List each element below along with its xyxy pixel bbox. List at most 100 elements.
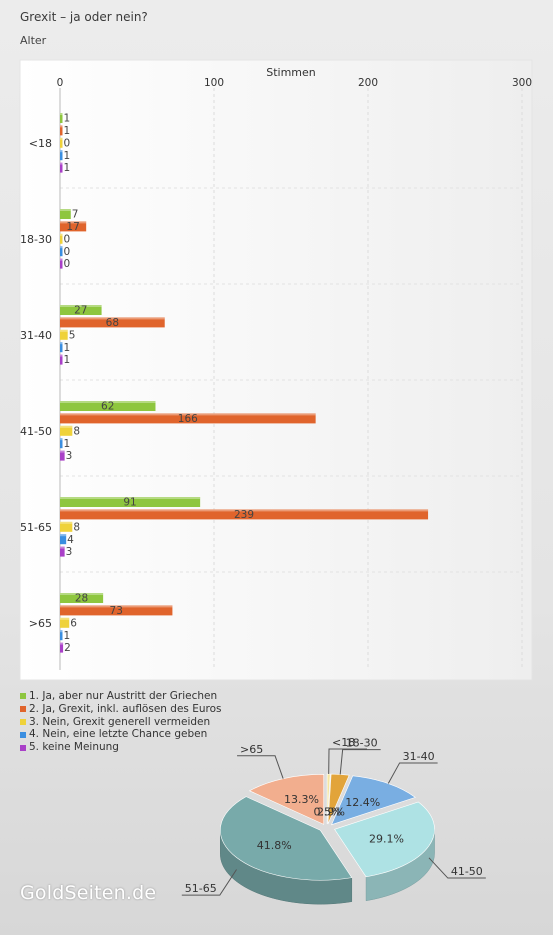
data-label: 91: [123, 497, 136, 509]
x-tick-label: 0: [57, 77, 64, 89]
data-label: 3: [66, 450, 73, 462]
bar-highlight: [60, 617, 70, 620]
pie-leader-line: [387, 762, 438, 784]
bar: [60, 534, 67, 545]
bar: [60, 425, 73, 436]
legend-label: 5. keine Meinung: [29, 741, 119, 754]
data-label: 239: [234, 509, 254, 521]
page-title: Grexit – ja oder nein?: [20, 10, 148, 24]
bar: [60, 162, 63, 173]
legend-item: 4. Nein, eine letzte Chance geben: [20, 728, 221, 741]
bar-highlight: [60, 221, 87, 224]
pie-leader-line: [428, 857, 486, 879]
bar: [60, 509, 429, 520]
bar-highlight: [60, 438, 63, 441]
data-label: 2: [64, 642, 71, 654]
data-label: 6: [70, 617, 77, 629]
bar-highlight: [60, 534, 67, 537]
x-tick-label: 100: [204, 77, 224, 89]
pie-leader-line: [181, 869, 237, 896]
bar-highlight: [60, 509, 429, 512]
legend-item: 5. keine Meinung: [20, 741, 221, 754]
bar-highlight: [60, 497, 201, 499]
bar-highlight: [60, 209, 71, 211]
data-label: 1: [64, 125, 71, 137]
bar-highlight: [60, 150, 63, 153]
bar-highlight: [60, 162, 63, 165]
data-label: 3: [66, 546, 73, 558]
bar: [60, 305, 102, 315]
data-label: 27: [74, 305, 87, 317]
data-label: 166: [178, 413, 198, 425]
pie-slice: [248, 774, 325, 825]
data-label: 1: [64, 162, 71, 174]
y-tick-label: 41-50: [20, 425, 52, 438]
bar: [60, 401, 156, 411]
bar-highlight: [60, 137, 63, 140]
pie-leader-line: [339, 749, 381, 775]
x-tick-label: 200: [358, 77, 378, 89]
x-axis-label: Stimmen: [266, 66, 316, 79]
legend-item: 3. Nein, Grexit generell vermeiden: [20, 716, 221, 729]
data-label: 68: [106, 317, 119, 329]
bar: [60, 497, 201, 507]
bar-highlight: [60, 593, 104, 595]
data-label: 1: [64, 354, 71, 366]
x-tick-label: 300: [512, 77, 532, 89]
data-label: 8: [73, 521, 80, 533]
data-label: 1: [64, 438, 71, 450]
bar: [60, 209, 71, 219]
bar: [60, 546, 65, 557]
pie-slice: [334, 801, 435, 878]
pie-slice: [220, 796, 353, 881]
bar-highlight: [60, 329, 68, 332]
legend-label: 4. Nein, eine letzte Chance geben: [29, 728, 208, 741]
legend: 1. Ja, aber nur Austritt der Griechen 2. …: [20, 690, 221, 754]
data-label: 1: [64, 342, 71, 354]
pie-category-label: <18: [332, 736, 355, 749]
data-label: 28: [75, 593, 88, 605]
legend-swatch: [20, 718, 26, 725]
bar-highlight: [60, 642, 64, 645]
bar: [60, 342, 63, 353]
bar-highlight: [60, 246, 63, 249]
bar-highlight: [60, 413, 316, 416]
data-label: 5: [69, 329, 76, 341]
bar-highlight: [60, 521, 73, 524]
bar: [60, 150, 63, 161]
bar: [60, 137, 63, 148]
pie-percent-label: 29.1%: [369, 832, 404, 845]
legend-swatch: [20, 744, 26, 751]
legend-label: 2. Ja, Grexit, inkl. auflösen des Euros: [29, 702, 222, 715]
legend-label: 3. Nein, Grexit generell vermeiden: [29, 715, 211, 728]
bar: [60, 605, 173, 616]
bar: [60, 354, 63, 365]
data-label: 1: [64, 113, 71, 125]
bar-highlight: [60, 342, 63, 345]
page-subtitle: Alter: [20, 34, 47, 47]
data-label: 0: [64, 137, 71, 149]
y-tick-label: 51-65: [20, 521, 52, 534]
bar-highlight: [60, 605, 173, 608]
pie-leader-line: [328, 748, 368, 775]
bar: [60, 413, 316, 424]
pie-category-label: >65: [240, 743, 263, 756]
bar: [60, 125, 63, 136]
pie-slice: [327, 773, 350, 825]
data-label: 8: [73, 425, 80, 437]
data-label: 17: [66, 221, 79, 233]
legend-label: 1. Ja, aber nur Austritt der Griechen: [29, 690, 218, 702]
y-tick-label: 18-30: [20, 233, 52, 246]
bar: [60, 521, 73, 532]
bar: [60, 246, 63, 257]
legend-item: 1. Ja, aber nur Austritt der Griechen: [20, 690, 221, 703]
data-label: 73: [110, 605, 123, 617]
bar-highlight: [60, 113, 63, 115]
bar: [60, 317, 165, 328]
pie-category-label: 41-50: [451, 865, 483, 878]
y-tick-label: 31-40: [20, 329, 52, 342]
data-label: 4: [67, 534, 74, 546]
pie-category-label: 51-65: [185, 882, 217, 895]
pie-percent-label: 2.9%: [317, 806, 345, 819]
bar-highlight: [60, 401, 156, 403]
